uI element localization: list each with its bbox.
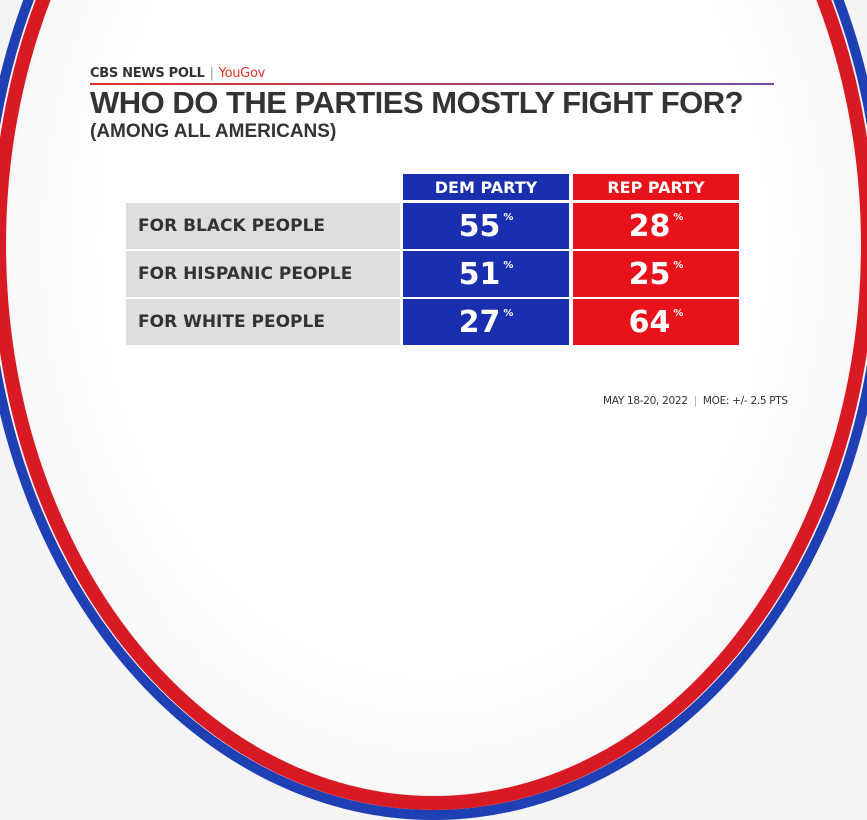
percent-sign: %	[673, 308, 684, 319]
cbs-news-poll-logo: CBS NEWS POLL	[90, 66, 205, 81]
header: CBS NEWS POLL | YouGov WHO DO THE PARTIES …	[90, 66, 774, 143]
page-subtitle: (AMONG ALL AMERICANS)	[90, 121, 337, 142]
rep-value: 64%	[573, 299, 739, 345]
page-title: WHO DO THE PARTIES MOSTLY FIGHT FOR?	[90, 85, 744, 120]
percent-sign: %	[503, 212, 514, 223]
dem-value: 27%	[403, 299, 569, 345]
row-label: FOR HISPANIC PEOPLE	[126, 251, 400, 297]
percent-sign: %	[503, 308, 514, 319]
rep-value: 25%	[573, 251, 739, 297]
column-header-dem: DEM PARTY	[403, 174, 569, 200]
footer-note: MAY 18-20, 2022 | MOE: +/- 2.5 PTS	[603, 395, 788, 407]
rep-value-number: 28	[628, 208, 671, 244]
row-label: FOR WHITE PEOPLE	[126, 299, 400, 345]
dem-value-number: 27	[458, 304, 501, 340]
footer-separator: |	[693, 395, 698, 407]
yougov-logo: YouGov	[218, 66, 266, 81]
row-label: FOR BLACK PEOPLE	[126, 203, 400, 249]
rep-value-number: 64	[628, 304, 671, 340]
percent-sign: %	[503, 260, 514, 271]
margin-of-error: MOE: +/- 2.5 PTS	[702, 395, 788, 407]
dem-value: 55%	[403, 203, 569, 249]
header-rule	[90, 83, 774, 85]
rep-value: 28%	[573, 203, 739, 249]
percent-sign: %	[673, 260, 684, 271]
column-header-rep: REP PARTY	[573, 174, 739, 200]
dem-value-number: 51	[458, 256, 501, 292]
percent-sign: %	[673, 212, 684, 223]
dem-value-number: 55	[458, 208, 501, 244]
brand-separator: |	[209, 66, 214, 81]
brand-line: CBS NEWS POLL | YouGov	[90, 66, 774, 81]
dem-value: 51%	[403, 251, 569, 297]
rep-value-number: 25	[628, 256, 671, 292]
poll-date: MAY 18-20, 2022	[603, 395, 688, 407]
